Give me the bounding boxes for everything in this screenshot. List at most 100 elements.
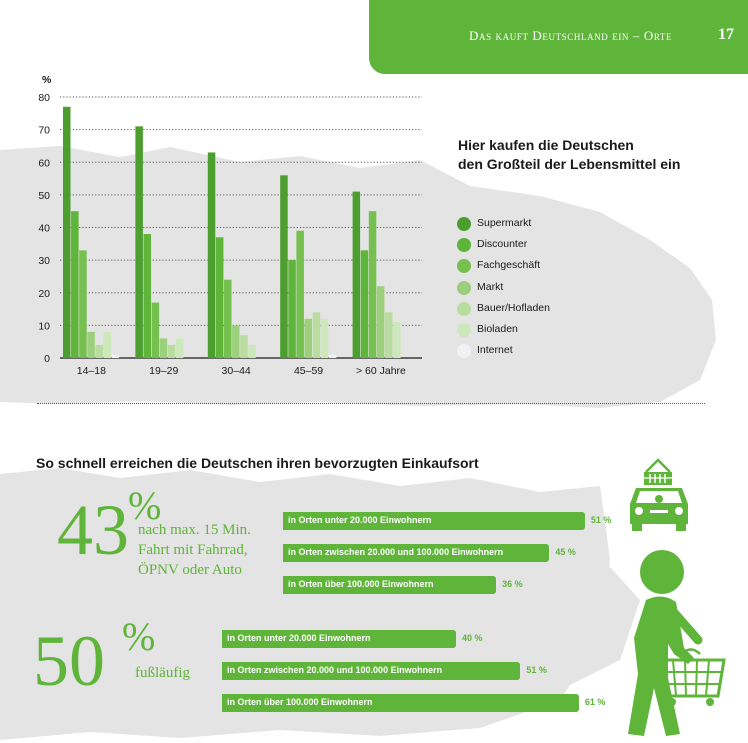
reach-bar-value: 61 % <box>584 697 606 707</box>
header-tab: Das kauft Deutschland ein – Orte 17 <box>369 0 748 74</box>
chart-bar <box>360 250 369 358</box>
chart-bar <box>79 250 87 358</box>
big-stat-subtitle: nach max. 15 Min. Fahrt mit Fahrrad, ÖPN… <box>138 520 251 580</box>
chart-bar <box>175 338 184 358</box>
chart-bar <box>95 344 103 358</box>
reach-bar-label: in Orten zwischen 20.000 und 100.000 Ein… <box>227 665 443 675</box>
legend-label: Bauer/Hofladen <box>477 301 550 314</box>
reach-bar-label: in Orten zwischen 20.000 und 100.000 Ein… <box>288 547 504 557</box>
reach-section-title: So schnell erreichen die Deutschen ihren… <box>36 455 479 471</box>
legend-swatch <box>457 322 471 337</box>
car-with-basket-icon <box>630 458 688 531</box>
chart-bar <box>232 325 240 358</box>
chart-bar <box>63 106 71 358</box>
chart-bar <box>240 335 248 358</box>
section-title: Das kauft Deutschland ein – Orte <box>469 28 673 43</box>
chart-bar <box>151 302 160 358</box>
y-tick-label: 20 <box>38 288 50 300</box>
chart-bar <box>143 234 151 358</box>
big-stat-unit: % <box>122 614 156 659</box>
chart-bar <box>352 191 361 358</box>
x-tick-label: 19–29 <box>149 365 178 377</box>
legend-swatch <box>457 280 471 295</box>
reach-bar: in Orten zwischen 20.000 und 100.000 Ein… <box>283 544 550 562</box>
grouped-bar-chart: % 0 10 20 30 40 50 60 70 80 14–18 19–29 30–44 45–59 > … <box>38 74 422 377</box>
chart-bar <box>296 230 304 358</box>
chart-bar <box>328 354 337 358</box>
legend-swatch <box>457 217 471 231</box>
y-tick-label: 0 <box>44 353 50 365</box>
big-stat-number: 43 <box>57 490 129 570</box>
reach-bar-value: 36 % <box>502 579 523 589</box>
reach-bar: in Orten zwischen 20.000 und 100.000 Ein… <box>222 662 521 680</box>
chart-bar <box>385 312 393 358</box>
subtitle-line: Fahrt mit Fahrrad, <box>138 542 248 558</box>
subtitle-line: fußläufig <box>135 665 190 681</box>
chart-bar <box>320 318 329 358</box>
big-stat-unit: % <box>128 483 162 528</box>
subtitle-line: ÖPNV oder Auto <box>138 562 242 578</box>
reach-bar-label: in Orten über 100.000 Einwohnern <box>227 697 373 707</box>
legend-swatch <box>457 344 471 359</box>
big-stat-number: 50 <box>33 621 105 701</box>
chart-bar <box>304 318 312 358</box>
chart-bar <box>224 279 232 358</box>
reach-bar-label: in Orten unter 20.000 Einwohnern <box>227 633 371 643</box>
legend-label: Internet <box>477 344 513 357</box>
chart-title-line: den Großteil der Lebensmittel ein <box>458 156 681 172</box>
chart-bar <box>111 354 120 358</box>
legend-swatch <box>457 301 471 316</box>
reach-bar-value: 51 % <box>526 665 547 675</box>
chart-bar <box>393 322 401 358</box>
reach-bar: in Orten unter 20.000 Einwohnern <box>222 630 456 648</box>
chart-bar <box>248 344 256 358</box>
chart-bar <box>207 152 216 358</box>
x-tick-label: > 60 Jahre <box>356 365 406 377</box>
x-tick-label: 45–59 <box>294 365 323 377</box>
y-tick-label: 70 <box>38 125 50 137</box>
chart-bar <box>368 211 377 358</box>
y-axis-unit-label: % <box>42 74 52 86</box>
section-divider <box>37 403 705 404</box>
y-tick-label: 80 <box>38 92 50 104</box>
reach-bar-label: in Orten unter 20.000 Einwohnern <box>288 515 432 525</box>
big-stat-subtitle: fußläufig <box>135 663 190 683</box>
subtitle-line: nach max. 15 Min. <box>138 522 251 538</box>
legend-label: Markt <box>477 280 504 293</box>
legend-swatch <box>457 238 471 253</box>
reach-bar-value: 45 % <box>555 547 576 557</box>
chart-bar <box>159 338 168 358</box>
x-tick-label: 30–44 <box>222 365 251 377</box>
x-tick-label: 14–18 <box>77 365 106 377</box>
legend-swatch <box>457 259 471 274</box>
y-tick-label: 10 <box>38 320 50 332</box>
legend-label: Supermarkt <box>477 217 532 229</box>
chart-bar <box>215 237 224 358</box>
legend-label: Fachgeschäft <box>477 259 541 272</box>
y-tick-label: 30 <box>38 255 50 267</box>
chart-bar <box>280 175 288 358</box>
reach-bar: in Orten unter 20.000 Einwohnern <box>283 512 585 530</box>
legend-label: Discounter <box>477 238 528 251</box>
walking-person-with-basket-icon <box>628 550 726 736</box>
reach-bar-value: 40 % <box>462 633 483 643</box>
chart-title: Hier kaufen die Deutschen den Großteil d… <box>458 136 680 174</box>
chart-bar <box>312 312 321 358</box>
chart-bar <box>71 211 79 358</box>
legend-label: Bioladen <box>477 322 518 335</box>
reach-bar-label: in Orten über 100.000 Einwohnern <box>288 579 434 589</box>
reach-bar-value: 51 % <box>590 515 612 525</box>
reach-bar: in Orten über 100.000 Einwohnern <box>283 576 497 594</box>
chart-title-line: Hier kaufen die Deutschen <box>458 137 634 153</box>
chart-bar <box>135 126 143 358</box>
reach-bar: in Orten über 100.000 Einwohnern <box>222 694 579 712</box>
y-tick-label: 40 <box>38 223 50 235</box>
chart-bar <box>87 331 95 358</box>
chart-bar <box>376 286 385 358</box>
page-number: 17 <box>718 26 734 43</box>
y-tick-label: 50 <box>38 190 50 202</box>
chart-bar <box>288 260 296 358</box>
chart-bar <box>103 331 111 358</box>
y-tick-label: 60 <box>38 157 50 169</box>
chart-bar <box>167 344 176 358</box>
